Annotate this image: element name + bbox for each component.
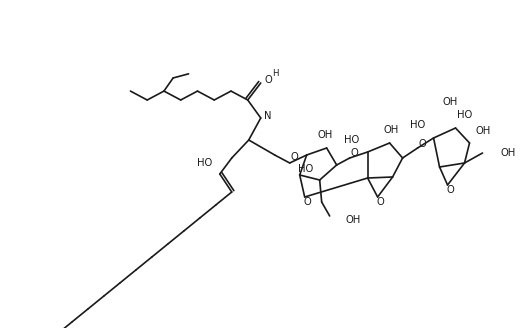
Text: O: O [419,139,426,149]
Text: OH: OH [346,215,361,225]
Text: O: O [291,152,298,162]
Text: OH: OH [384,125,399,135]
Text: HO: HO [197,158,212,168]
Text: HO: HO [298,164,314,174]
Text: N: N [264,111,271,121]
Text: O: O [447,185,454,195]
Text: O: O [377,197,384,207]
Text: O: O [351,148,358,158]
Text: O: O [304,197,311,207]
Text: O: O [265,75,272,85]
Text: OH: OH [443,97,458,107]
Text: OH: OH [317,130,332,140]
Text: H: H [272,69,279,77]
Text: HO: HO [344,135,360,145]
Text: OH: OH [500,148,516,158]
Text: OH: OH [475,126,491,136]
Text: HO: HO [410,120,425,130]
Text: HO: HO [457,110,472,120]
